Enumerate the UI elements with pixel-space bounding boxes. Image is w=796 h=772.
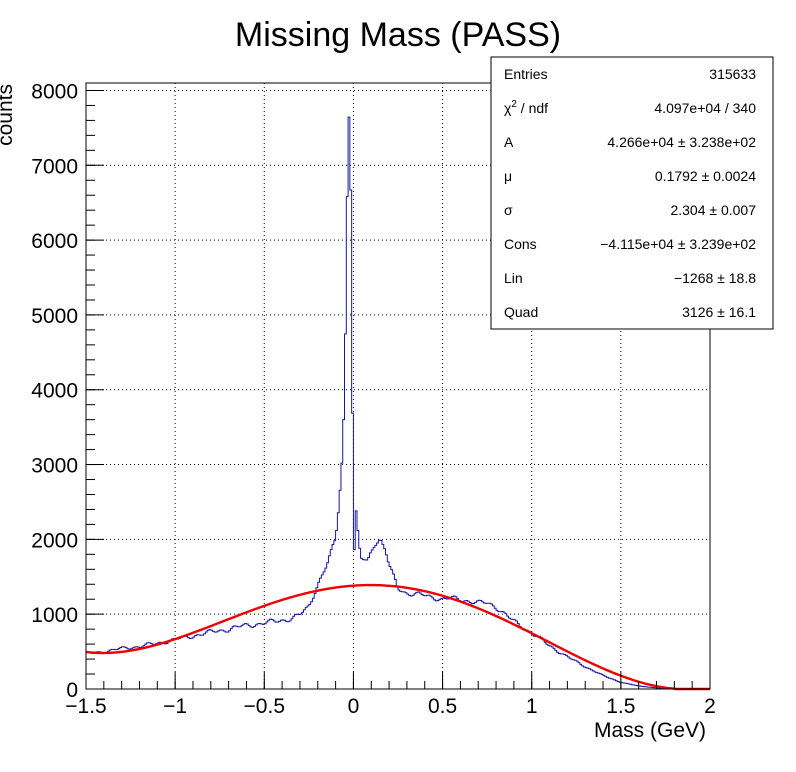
chart-title: Missing Mass (PASS) bbox=[235, 16, 561, 54]
stats-label: Lin bbox=[504, 270, 523, 286]
x-tick-label: −1 bbox=[163, 695, 187, 718]
y-tick-label: 7000 bbox=[31, 155, 78, 178]
x-tick-label: 1.5 bbox=[606, 695, 635, 718]
stats-value: −4.115e+04 ± 3.239e+02 bbox=[600, 236, 756, 252]
stats-value: 4.097e+04 / 340 bbox=[654, 100, 756, 116]
y-tick-label: 2000 bbox=[31, 529, 78, 552]
stats-value: 315633 bbox=[709, 66, 756, 82]
stats-value: −1268 ± 18.8 bbox=[674, 270, 756, 286]
x-tick-label: 0.5 bbox=[428, 695, 457, 718]
histogram-series bbox=[86, 116, 710, 690]
y-tick-label: 4000 bbox=[31, 380, 78, 403]
y-tick-label: 5000 bbox=[31, 305, 78, 328]
fit-curve bbox=[85, 583, 710, 691]
stats-label: μ bbox=[504, 168, 512, 184]
fit-curve-series bbox=[85, 583, 710, 691]
y-tick-label: 3000 bbox=[31, 455, 78, 478]
stats-label: Entries bbox=[504, 66, 548, 82]
stats-value: 0.1792 ± 0.0024 bbox=[655, 168, 756, 184]
x-tick-label: −1.5 bbox=[65, 695, 106, 718]
stats-value: 4.266e+04 ± 3.238e+02 bbox=[607, 134, 756, 150]
stats-value: 2.304 ± 0.007 bbox=[670, 202, 756, 218]
stats-label: χ2 / ndf bbox=[504, 99, 548, 116]
stats-box-frame bbox=[490, 56, 774, 330]
x-tick-label: −0.5 bbox=[244, 695, 285, 718]
stats-value: 3126 ± 16.1 bbox=[682, 304, 756, 320]
y-tick-label: 8000 bbox=[31, 80, 78, 103]
x-tick-label: 1 bbox=[526, 695, 538, 718]
stats-label: Quad bbox=[504, 304, 538, 320]
histogram-line bbox=[86, 116, 710, 690]
stats-label: Cons bbox=[504, 236, 537, 252]
x-axis-label: Mass (GeV) bbox=[594, 719, 706, 742]
y-tick-label: 1000 bbox=[31, 604, 78, 627]
plot-frame bbox=[85, 82, 711, 690]
y-axis-label: counts bbox=[0, 84, 17, 146]
stats-label: σ bbox=[504, 202, 513, 218]
x-tick-label: 2 bbox=[704, 695, 716, 718]
tick-labels: −1.5 −1 −0.5 0 0.5 1 1.5 2 0 1000 2000 3000 4000 5000… bbox=[31, 80, 716, 718]
y-tick-label: 0 bbox=[66, 679, 78, 702]
stats-box: Entries 315633 χ2 / ndf 4.097e+04 / 340 A 4.2… bbox=[490, 56, 774, 330]
x-tick-label: 0 bbox=[348, 695, 360, 718]
axis-ticks bbox=[85, 89, 711, 690]
stats-label: A bbox=[504, 134, 514, 150]
y-tick-label: 6000 bbox=[31, 230, 78, 253]
